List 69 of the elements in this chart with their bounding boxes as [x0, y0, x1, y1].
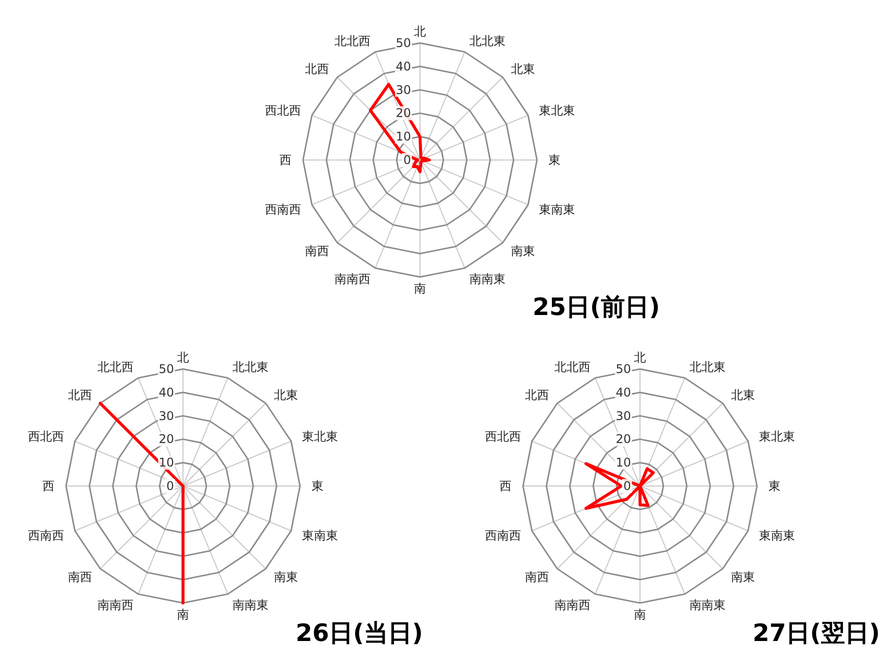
- spoke-label: 東南東: [758, 528, 795, 542]
- spoke-label: 南南西: [554, 598, 591, 612]
- spoke-label: 南東: [274, 570, 298, 584]
- spoke-label: 南南東: [689, 598, 726, 612]
- y-tick-label: 10: [616, 456, 631, 470]
- spoke-label: 北東: [274, 388, 298, 402]
- text: 26日(当日): [296, 619, 423, 647]
- y-tick-label: 10: [158, 456, 174, 470]
- spoke-label: 南南東: [469, 272, 506, 286]
- spoke-label: 北北西: [334, 34, 371, 48]
- spoke-label: 北西: [304, 62, 329, 76]
- spoke-label: 東南東: [538, 202, 575, 216]
- spoke-label: 西南西: [265, 202, 302, 216]
- spoke-label: 北北東: [232, 360, 268, 374]
- y-tick-label: 30: [158, 408, 174, 423]
- spoke-label: 南東: [511, 244, 536, 258]
- spoke-label: 北: [634, 350, 646, 364]
- y-tick-label: 40: [616, 385, 631, 400]
- spoke-label: 西: [279, 153, 292, 167]
- spoke-label: 北: [414, 24, 426, 38]
- spoke-label: 東: [768, 479, 781, 493]
- spoke-label: 西: [499, 479, 512, 493]
- spoke-label: 東北東: [758, 430, 795, 444]
- y-tick-label: 0: [166, 479, 174, 493]
- spoke-label: 東南東: [302, 528, 338, 542]
- y-tick-label: 30: [396, 82, 411, 97]
- y-tick-label: 10: [396, 130, 411, 144]
- spoke-label: 南西: [304, 244, 329, 258]
- y-tick-label: 50: [158, 362, 174, 376]
- spoke-label: 東: [548, 153, 561, 167]
- spoke-label: 北東: [731, 388, 756, 402]
- spoke-label: 北北西: [554, 360, 591, 374]
- y-tick-label: 50: [616, 362, 631, 376]
- spoke-label: 西北西: [28, 430, 64, 444]
- y-tick-label: 20: [158, 432, 174, 446]
- spoke-label: 北: [177, 350, 189, 364]
- y-tick-label: 30: [616, 408, 631, 423]
- spoke-label: 南西: [68, 570, 92, 584]
- y-tick-label: 50: [396, 36, 411, 50]
- spoke-label: 西南西: [28, 528, 64, 542]
- text: 25日(前日): [532, 293, 660, 321]
- spoke-label: 南南西: [98, 598, 134, 612]
- spoke-label: 西北西: [265, 104, 302, 118]
- spoke-label: 東: [312, 479, 324, 493]
- spoke-label: 南: [177, 608, 189, 622]
- y-tick-label: 0: [623, 479, 631, 493]
- y-tick-label: 0: [403, 153, 411, 167]
- spoke-label: 北北東: [689, 360, 726, 374]
- spoke-label: 北北西: [98, 360, 134, 374]
- y-tick-label: 40: [158, 385, 174, 400]
- spoke-label: 東北東: [538, 104, 575, 118]
- spoke-label: 南南西: [334, 272, 371, 286]
- spoke-label: 西: [42, 479, 54, 493]
- spoke-label: 北西: [524, 388, 549, 402]
- spoke-label: 南西: [524, 570, 549, 584]
- text: 27日(翌日): [752, 619, 880, 647]
- spoke-label: 東北東: [302, 430, 338, 444]
- spoke-label: 南南東: [232, 598, 268, 612]
- y-tick-label: 20: [396, 106, 411, 120]
- spoke-label: 南: [634, 608, 646, 622]
- spoke-label: 西北西: [485, 430, 522, 444]
- spoke-label: 西南西: [485, 528, 522, 542]
- y-tick-label: 20: [616, 432, 631, 446]
- spoke-label: 南東: [731, 570, 756, 584]
- spoke-label: 北東: [511, 62, 536, 76]
- y-tick-label: 40: [396, 59, 411, 74]
- spoke-label: 南: [414, 282, 426, 296]
- spoke-label: 北西: [68, 388, 92, 402]
- spoke-label: 北北東: [469, 34, 506, 48]
